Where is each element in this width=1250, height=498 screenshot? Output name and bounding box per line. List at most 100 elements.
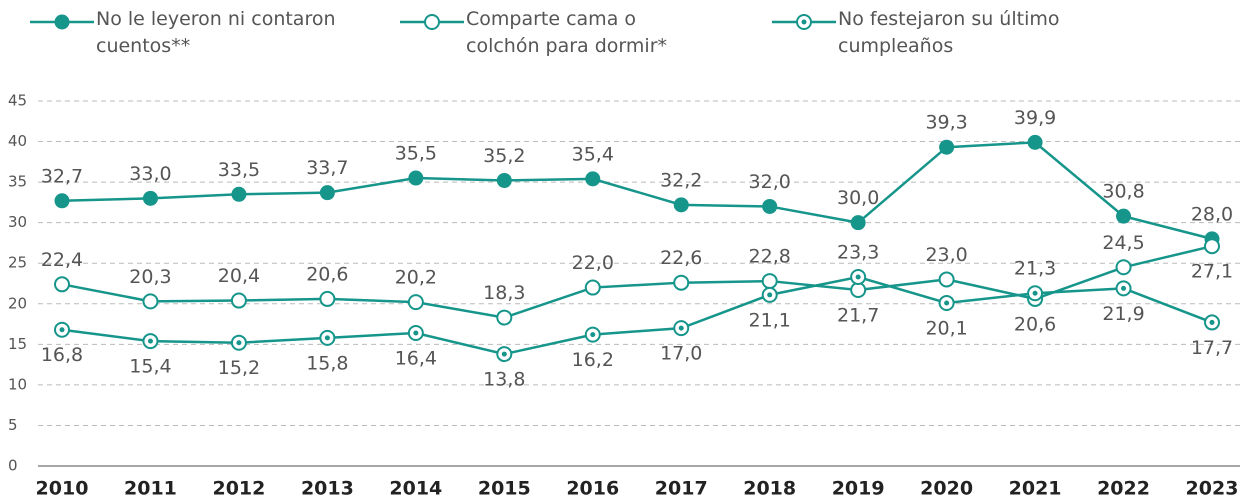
data-label: 22,0 [572, 252, 614, 274]
marker [230, 292, 247, 309]
data-label: 23,3 [837, 242, 879, 264]
data-label: 16,4 [395, 347, 437, 369]
data-label: 21,9 [1102, 303, 1144, 325]
marker-dot [801, 19, 807, 25]
x-tick-label: 2015 [478, 478, 531, 498]
data-label: 35,2 [483, 145, 525, 167]
y-tick-label: 45 [8, 92, 27, 110]
x-tick-label: 2016 [566, 478, 619, 498]
marker-dot [413, 330, 419, 336]
data-label: 22,8 [749, 246, 791, 268]
x-tick-label: 2010 [36, 478, 89, 498]
marker-dot [1209, 319, 1215, 325]
marker [424, 14, 440, 30]
data-label: 39,9 [1014, 107, 1056, 129]
data-label: 28,0 [1191, 203, 1233, 225]
data-label: 17,7 [1191, 337, 1233, 359]
marker-dot [1121, 285, 1127, 291]
marker [54, 14, 70, 30]
y-tick-label: 40 [8, 132, 27, 150]
marker [761, 273, 778, 290]
marker [762, 198, 778, 214]
marker-dot [1032, 290, 1038, 296]
marker-dot [59, 327, 65, 333]
marker [1027, 134, 1043, 150]
marker [496, 309, 513, 326]
marker [1116, 208, 1132, 224]
marker-dot [501, 351, 507, 357]
data-label: 21,7 [837, 304, 879, 326]
marker [673, 197, 689, 213]
marker [408, 170, 424, 186]
y-tick-label: 35 [8, 173, 27, 191]
data-label: 20,6 [306, 263, 348, 285]
marker [585, 171, 601, 187]
x-tick-label: 2020 [920, 478, 973, 498]
data-label: 16,2 [572, 349, 614, 371]
y-tick-label: 20 [8, 294, 27, 312]
data-label: 35,5 [395, 143, 437, 165]
marker [496, 172, 512, 188]
data-label: 21,1 [749, 309, 791, 331]
marker [231, 186, 247, 202]
data-label: 27,1 [1191, 261, 1233, 283]
data-label: 33,7 [306, 157, 348, 179]
x-tick-label: 2011 [124, 478, 177, 498]
marker [319, 290, 336, 307]
line [61, 275, 1213, 356]
y-tick-label: 15 [8, 335, 27, 353]
marker-dot [944, 300, 950, 306]
data-label: 16,8 [41, 344, 83, 366]
marker [1204, 238, 1220, 255]
data-label: 20,3 [129, 266, 171, 288]
data-label: 17,0 [660, 343, 702, 365]
marker [584, 279, 601, 296]
x-tick-label: 2018 [743, 478, 796, 498]
data-label: 30,8 [1102, 181, 1144, 203]
data-label: 15,4 [129, 356, 171, 378]
marker [142, 293, 159, 310]
x-tick-label: 2014 [389, 478, 442, 498]
marker-dot [324, 335, 330, 341]
legend-label: No le leyeron ni contaron cuentos** [96, 8, 336, 57]
legend-label: Comparte cama o colchón para dormir* [466, 8, 668, 57]
data-label: 23,0 [925, 244, 967, 266]
marker [54, 276, 70, 293]
marker-dot [678, 325, 684, 331]
data-label: 32,2 [660, 169, 702, 191]
data-label: 32,7 [41, 165, 83, 187]
marker-dot [590, 332, 596, 338]
data-label: 20,2 [395, 267, 437, 289]
marker-dot [236, 340, 242, 346]
data-label: 32,0 [749, 171, 791, 193]
data-label: 33,5 [218, 159, 260, 181]
marker [407, 294, 424, 311]
x-tick-label: 2023 [1186, 478, 1239, 498]
y-tick-label: 5 [8, 416, 18, 434]
data-label: 20,6 [1014, 313, 1056, 335]
data-label: 22,4 [41, 249, 83, 271]
data-label: 39,3 [925, 112, 967, 134]
y-tick-label: 0 [8, 457, 18, 475]
marker-dot [767, 292, 773, 298]
data-label: 33,0 [129, 163, 171, 185]
data-label: 35,4 [572, 143, 614, 165]
x-tick-label: 2022 [1097, 478, 1150, 498]
marker [1115, 259, 1132, 276]
marker [319, 185, 335, 201]
marker [938, 271, 955, 288]
data-label: 15,2 [218, 357, 260, 379]
x-tick-label: 2013 [301, 478, 354, 498]
legend-label: No festejaron su último cumpleaños [838, 8, 1060, 57]
data-label: 20,1 [925, 317, 967, 339]
marker-dot [855, 274, 861, 280]
marker [850, 215, 866, 231]
x-tick-label: 2021 [1009, 478, 1062, 498]
x-tick-label: 2019 [832, 478, 885, 498]
marker [939, 139, 955, 155]
y-tick-label: 30 [8, 213, 27, 231]
data-label: 21,3 [1014, 258, 1056, 280]
x-tick-label: 2012 [212, 478, 265, 498]
